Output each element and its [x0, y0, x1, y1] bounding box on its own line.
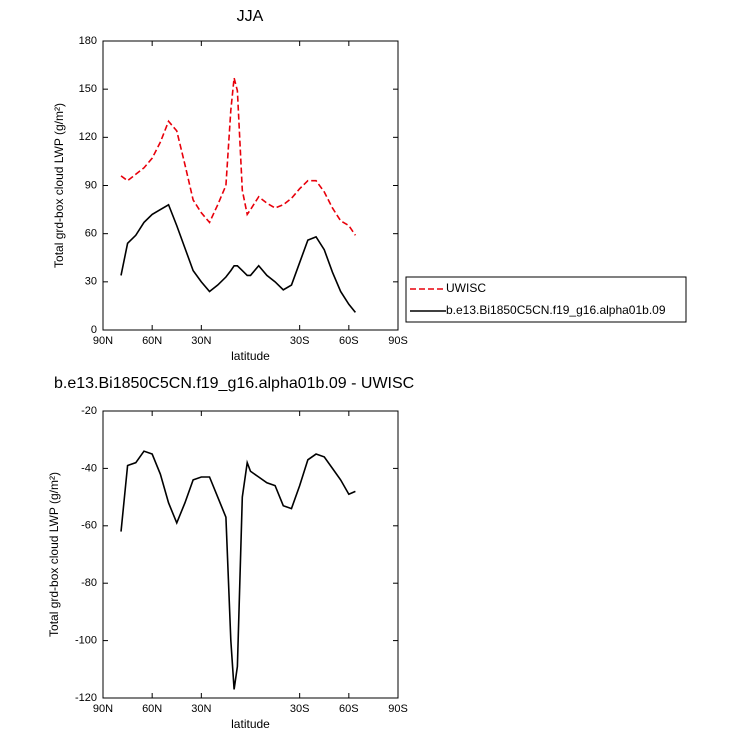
plot-frame	[102, 410, 399, 699]
y-tick-label: -20	[81, 405, 97, 417]
x-tick-label: 60N	[142, 335, 162, 347]
y-tick-label: -80	[81, 577, 97, 589]
y-tick-label: -60	[81, 520, 97, 532]
y-tick-label: 120	[79, 131, 97, 143]
chart-title: JJA	[237, 8, 264, 25]
legend-label: UWISC	[446, 281, 486, 295]
y-tick-label: 150	[79, 83, 97, 95]
x-axis-label: latitude	[231, 349, 270, 363]
x-tick-label: 30N	[191, 703, 211, 715]
x-tick-label: 60S	[339, 335, 359, 347]
x-tick-label: 30S	[290, 703, 310, 715]
y-axis-label: Total grd-box cloud LWP (g/m²)	[52, 103, 66, 268]
x-tick-label: 30S	[290, 335, 310, 347]
data-line	[120, 77, 357, 236]
x-tick-label: 60S	[339, 703, 359, 715]
chart-title: b.e13.Bi1850C5CN.f19_g16.alpha01b.09 - U…	[54, 375, 414, 392]
data-line	[120, 450, 356, 690]
x-tick-label: 30N	[191, 335, 211, 347]
y-tick-label: 60	[85, 228, 97, 240]
y-tick-label: 90	[85, 179, 97, 191]
y-tick-label: -40	[81, 462, 97, 474]
x-tick-label: 90N	[93, 335, 113, 347]
y-tick-label: 180	[79, 35, 97, 47]
x-axis-label: latitude	[231, 717, 270, 731]
y-tick-label: -120	[75, 692, 97, 704]
legend-label: b.e13.Bi1850C5CN.f19_g16.alpha01b.09	[446, 303, 666, 317]
x-tick-label: 60N	[142, 703, 162, 715]
data-line	[120, 203, 357, 313]
y-axis-label: Total grd-box cloud LWP (g/m²)	[47, 472, 61, 637]
y-tick-label: 30	[85, 276, 97, 288]
plot-frame	[102, 40, 399, 331]
x-tick-label: 90N	[93, 703, 113, 715]
legend-box	[405, 276, 687, 323]
y-tick-label: 0	[91, 324, 97, 336]
y-tick-label: -100	[75, 635, 97, 647]
x-tick-label: 90S	[388, 335, 408, 347]
x-tick-label: 90S	[388, 703, 408, 715]
